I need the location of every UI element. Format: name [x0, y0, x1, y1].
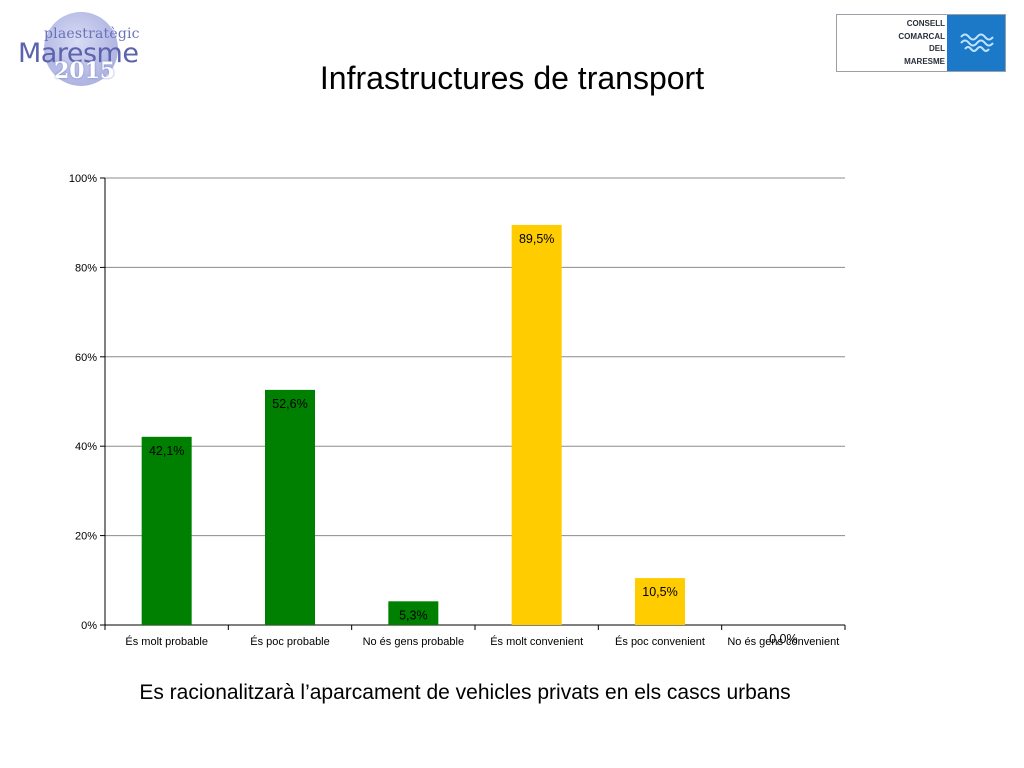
data-label: 0,0% [769, 632, 798, 646]
data-label: 52,6% [272, 397, 307, 411]
y-tick-label: 80% [75, 262, 97, 274]
consell-logo-line: COMARCAL [898, 31, 945, 41]
data-label: 42,1% [149, 444, 184, 458]
x-tick-label: És poc probable [250, 635, 330, 648]
x-tick-label: És molt convenient [490, 635, 583, 648]
x-tick-label: No és gens convenient [727, 636, 839, 648]
y-tick-label: 40% [75, 441, 97, 453]
logo-disc [44, 12, 118, 86]
x-tick-label: És poc convenient [615, 635, 705, 648]
x-tick-label: És molt probable [125, 635, 208, 648]
consell-logo-text: CONSELL COMARCAL DEL MARESME [841, 18, 945, 68]
bar [635, 578, 685, 625]
bar [265, 389, 315, 625]
logo-text-year: 2015 [54, 58, 116, 84]
wave-emblem-icon [947, 15, 1005, 71]
y-tick-label: 0% [81, 620, 97, 632]
data-label: 5,3% [399, 608, 428, 622]
data-label: 89,5% [519, 232, 554, 246]
chart-caption: Es racionalitzarà l’aparcament de vehicl… [139, 681, 791, 704]
logo-text-maresme: Maresme [18, 38, 139, 69]
consell-logo-line: MARESME [904, 56, 945, 66]
consell-comarcal-logo: CONSELL COMARCAL DEL MARESME [836, 14, 1006, 72]
bar [388, 601, 439, 625]
y-tick-label: 60% [75, 352, 97, 364]
x-tick-label: No és gens probable [363, 636, 465, 648]
consell-logo-line: DEL [929, 44, 945, 53]
bar [141, 436, 192, 625]
consell-logo-line: CONSELL [906, 19, 945, 28]
y-tick-label: 100% [69, 173, 97, 185]
data-label: 10,5% [642, 585, 677, 599]
page-title: Infrastructures de transport [319, 60, 705, 96]
bar [511, 224, 562, 625]
y-tick-label: 20% [75, 531, 97, 543]
plan-estrategic-logo: plaestratègic Maresme 2015 [10, 8, 150, 92]
logo-text-pla: plaestratègic [44, 26, 140, 42]
